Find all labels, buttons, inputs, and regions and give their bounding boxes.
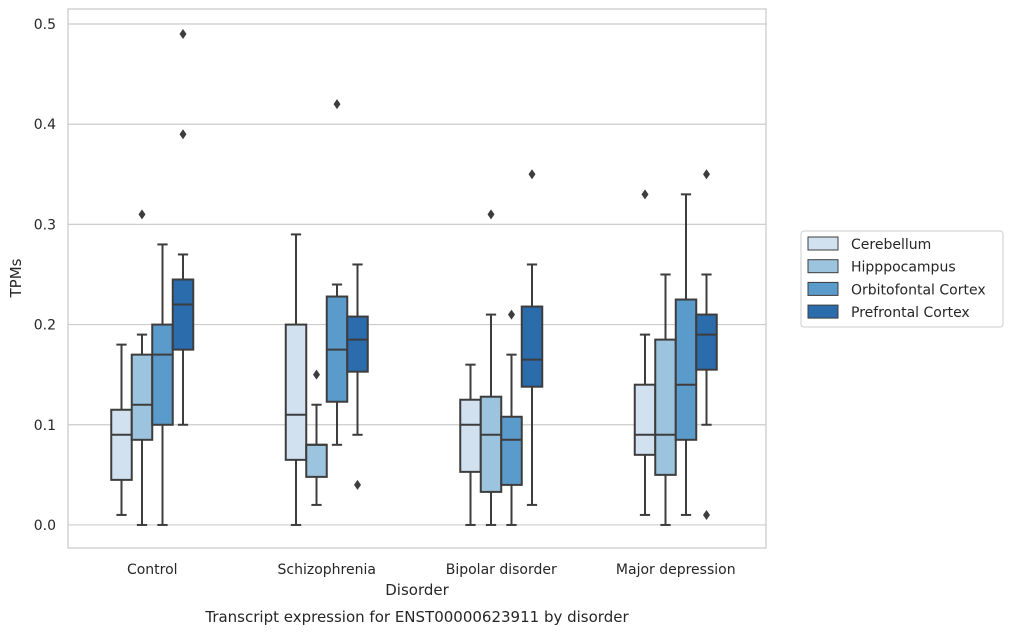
outlier-point	[333, 99, 341, 110]
box-4-3	[520, 169, 544, 506]
legend-label: Prefrontal Cortex	[851, 305, 970, 321]
box-4-1	[171, 29, 195, 426]
plot-frame	[67, 8, 767, 549]
legend: Cerebellum Hipppocampus Orbitofontal Corte…	[800, 230, 1004, 328]
box-iqr	[695, 313, 718, 371]
chart-caption: Transcript expression for ENST0000062391…	[204, 608, 629, 626]
box-3-1	[151, 243, 174, 526]
box-iqr	[346, 315, 369, 373]
outlier-point	[508, 309, 515, 320]
box-1-1	[110, 343, 133, 516]
outlier-point	[313, 369, 320, 380]
outlier-point	[528, 169, 536, 180]
y-tick-label: 0.2	[34, 318, 56, 334]
box-iqr	[171, 278, 195, 351]
y-tick-label: 0.3	[34, 217, 56, 233]
legend-label: Orbitofontal Cortex	[851, 282, 986, 298]
box-3-4	[674, 193, 698, 516]
y-axis-ticks: 0.0 0.1 0.2 0.3 0.4 0.5	[34, 17, 56, 534]
box-1-3	[459, 363, 482, 526]
x-tick-label: Major depression	[616, 562, 736, 578]
box-iqr	[654, 338, 677, 476]
box-3-2	[325, 99, 349, 446]
legend-swatch	[807, 304, 839, 319]
box-iqr	[520, 305, 544, 388]
legend-label: Hipppocampus	[851, 260, 956, 276]
box-1-2	[284, 233, 308, 526]
outlier-point	[703, 509, 710, 520]
box-series	[110, 29, 718, 526]
box-4-2	[346, 263, 369, 490]
box-2-1	[130, 209, 154, 526]
outlier-point	[703, 169, 710, 180]
outlier-point	[354, 479, 361, 490]
outlier-point	[138, 209, 146, 220]
box-iqr	[459, 398, 482, 473]
box-iqr	[284, 323, 308, 461]
box-iqr	[151, 323, 174, 426]
box-iqr	[130, 353, 154, 441]
box-iqr	[500, 415, 523, 486]
legend-swatch	[807, 281, 839, 296]
x-tick-label: Bipolar disorder	[446, 562, 557, 578]
y-axis-label: TPMs	[7, 258, 25, 298]
y-tick-label: 0.5	[34, 17, 56, 33]
x-tick-label: Control	[127, 562, 178, 578]
box-3-3	[500, 309, 523, 526]
outlier-point	[179, 129, 187, 140]
box-iqr	[110, 408, 133, 481]
y-tick-label: 0.4	[34, 117, 56, 133]
legend-frame	[800, 230, 1004, 328]
outlier-point	[179, 29, 187, 40]
x-axis-ticks: Control Schizophrenia Bipolar disorder Majo…	[127, 562, 736, 578]
legend-label: Cerebellum	[851, 237, 931, 253]
y-tick-label: 0.1	[34, 418, 56, 434]
box-iqr	[305, 443, 328, 478]
outlier-point	[641, 189, 649, 200]
legend-swatch	[807, 236, 839, 251]
box-4-4	[695, 169, 718, 520]
x-tick-label: Schizophrenia	[278, 562, 376, 578]
box-iqr	[674, 298, 698, 441]
box-iqr	[479, 395, 503, 493]
legend-swatch	[807, 259, 839, 274]
box-iqr	[633, 383, 657, 456]
box-2-2	[305, 369, 328, 506]
plot-background	[68, 9, 766, 548]
y-tick-label: 0.0	[34, 518, 56, 534]
outlier-point	[487, 209, 495, 220]
x-axis-label: Disorder	[385, 581, 449, 599]
